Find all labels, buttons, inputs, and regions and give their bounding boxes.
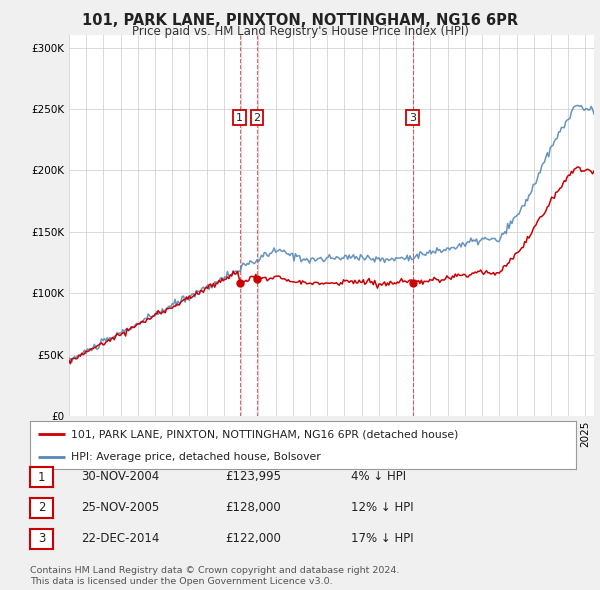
Text: 22-DEC-2014: 22-DEC-2014 xyxy=(81,532,160,545)
Text: 1: 1 xyxy=(236,113,243,123)
Text: £128,000: £128,000 xyxy=(225,501,281,514)
Text: 17% ↓ HPI: 17% ↓ HPI xyxy=(351,532,413,545)
Text: £122,000: £122,000 xyxy=(225,532,281,545)
Text: This data is licensed under the Open Government Licence v3.0.: This data is licensed under the Open Gov… xyxy=(30,577,332,586)
Text: 3: 3 xyxy=(409,113,416,123)
Text: 4% ↓ HPI: 4% ↓ HPI xyxy=(351,470,406,483)
Text: 25-NOV-2005: 25-NOV-2005 xyxy=(81,501,159,514)
Text: 101, PARK LANE, PINXTON, NOTTINGHAM, NG16 6PR: 101, PARK LANE, PINXTON, NOTTINGHAM, NG1… xyxy=(82,13,518,28)
Text: 3: 3 xyxy=(38,532,45,545)
Text: Price paid vs. HM Land Registry's House Price Index (HPI): Price paid vs. HM Land Registry's House … xyxy=(131,25,469,38)
Text: £123,995: £123,995 xyxy=(225,470,281,483)
Text: HPI: Average price, detached house, Bolsover: HPI: Average price, detached house, Bols… xyxy=(71,452,320,462)
Text: 12% ↓ HPI: 12% ↓ HPI xyxy=(351,501,413,514)
Text: Contains HM Land Registry data © Crown copyright and database right 2024.: Contains HM Land Registry data © Crown c… xyxy=(30,566,400,575)
Text: 1: 1 xyxy=(38,471,45,484)
Text: 30-NOV-2004: 30-NOV-2004 xyxy=(81,470,159,483)
Text: 2: 2 xyxy=(38,502,45,514)
Text: 2: 2 xyxy=(253,113,260,123)
Text: 101, PARK LANE, PINXTON, NOTTINGHAM, NG16 6PR (detached house): 101, PARK LANE, PINXTON, NOTTINGHAM, NG1… xyxy=(71,429,458,439)
